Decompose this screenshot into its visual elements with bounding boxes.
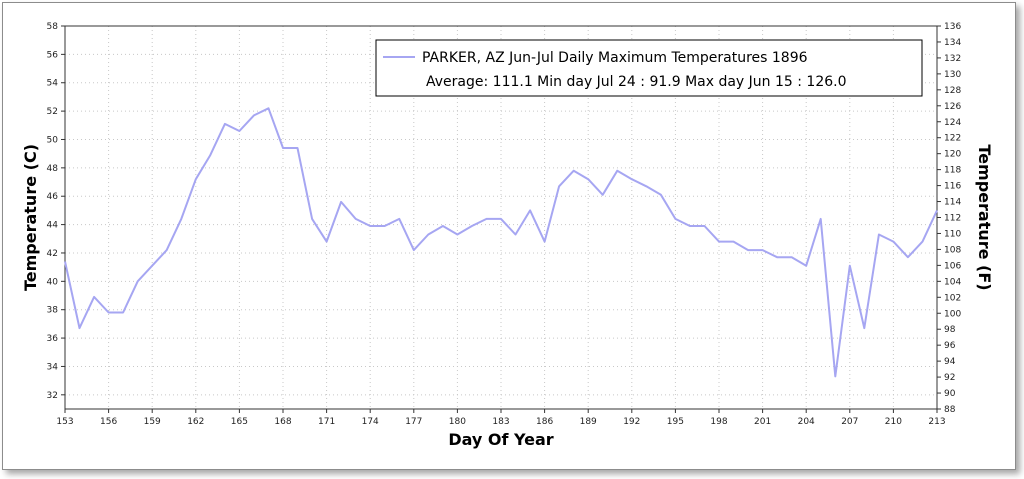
x-tick-label: 177 (405, 417, 422, 427)
right-tick-label: 100 (944, 309, 961, 319)
left-tick-label: 52 (47, 107, 58, 117)
right-tick-label: 114 (944, 198, 961, 208)
x-tick-label: 156 (100, 417, 117, 427)
x-tick-label: 162 (187, 417, 204, 427)
x-tick-label: 195 (667, 417, 684, 427)
right-tick-label: 96 (944, 341, 956, 351)
left-tick-label: 42 (47, 249, 58, 259)
right-tick-label: 98 (944, 325, 956, 335)
right-tick-label: 108 (944, 245, 961, 255)
legend-stats: Average: 111.1 Min day Jul 24 : 91.9 Max… (426, 74, 847, 90)
right-tick-label: 134 (944, 38, 961, 48)
right-tick-label: 106 (944, 261, 961, 271)
right-axis-title: Temperature (F) (975, 144, 994, 290)
x-tick-label: 192 (623, 417, 640, 427)
line-chart: 153 156 159 162 165 168 171 174 177 180 183 186 189 1… (21, 22, 994, 449)
x-tick-label: 153 (56, 417, 73, 427)
left-axis-ticks: 32 34 36 38 40 42 44 46 48 50 52 54 56 58 (47, 22, 65, 401)
x-tick-label: 171 (318, 417, 335, 427)
right-tick-label: 112 (944, 214, 961, 224)
right-tick-label: 126 (944, 102, 961, 112)
x-axis-ticks: 153 156 159 162 165 168 171 174 177 180 183 186 189 1… (56, 409, 946, 427)
x-tick-label: 186 (536, 417, 553, 427)
left-tick-label: 54 (47, 79, 59, 89)
right-tick-label: 122 (944, 134, 961, 144)
right-tick-label: 136 (944, 22, 961, 32)
right-tick-label: 132 (944, 54, 961, 64)
right-tick-label: 128 (944, 86, 961, 96)
right-tick-label: 110 (944, 229, 961, 239)
left-tick-label: 40 (47, 277, 59, 287)
right-tick-label: 116 (944, 182, 961, 192)
x-tick-label: 204 (798, 417, 815, 427)
x-tick-label: 207 (841, 417, 858, 427)
x-tick-label: 198 (710, 417, 727, 427)
x-tick-label: 201 (754, 417, 771, 427)
x-axis-title: Day Of Year (448, 430, 553, 449)
right-tick-label: 88 (944, 405, 956, 415)
right-tick-label: 130 (944, 70, 961, 80)
chart-frame: 153 156 159 162 165 168 171 174 177 180 183 186 189 1… (2, 2, 1016, 470)
x-tick-label: 210 (885, 417, 902, 427)
x-tick-label: 174 (362, 417, 379, 427)
right-tick-label: 90 (944, 389, 956, 399)
left-tick-label: 46 (47, 192, 59, 202)
left-tick-label: 50 (47, 135, 59, 145)
x-tick-label: 165 (231, 417, 248, 427)
left-tick-label: 44 (47, 221, 59, 231)
left-tick-label: 56 (47, 50, 59, 60)
right-tick-label: 118 (944, 166, 961, 176)
x-tick-label: 168 (274, 417, 291, 427)
left-tick-label: 32 (47, 391, 58, 401)
x-tick-label: 183 (492, 417, 509, 427)
right-tick-label: 102 (944, 293, 961, 303)
legend: PARKER, AZ Jun-Jul Daily Maximum Tempera… (375, 39, 923, 97)
left-tick-label: 48 (47, 164, 59, 174)
right-tick-label: 124 (944, 118, 961, 128)
left-tick-label: 36 (47, 334, 59, 344)
right-tick-label: 104 (944, 277, 961, 287)
legend-entry: PARKER, AZ Jun-Jul Daily Maximum Tempera… (422, 50, 808, 66)
x-tick-label: 159 (144, 417, 161, 427)
x-tick-label: 213 (928, 417, 945, 427)
series-line-temperature (64, 107, 938, 378)
left-axis-title: Temperature (C) (21, 144, 40, 291)
right-axis-ticks: 88 90 92 94 96 98 100 102 104 106 108 110 112 114 116 1… (937, 22, 961, 415)
x-tick-label: 180 (449, 417, 466, 427)
left-tick-label: 34 (47, 362, 59, 372)
left-tick-label: 58 (47, 22, 59, 32)
left-tick-label: 38 (47, 306, 59, 316)
right-tick-label: 94 (944, 357, 956, 367)
x-tick-label: 189 (580, 417, 597, 427)
right-tick-label: 92 (944, 373, 955, 383)
right-tick-label: 120 (944, 150, 961, 160)
legend-box (375, 39, 923, 97)
